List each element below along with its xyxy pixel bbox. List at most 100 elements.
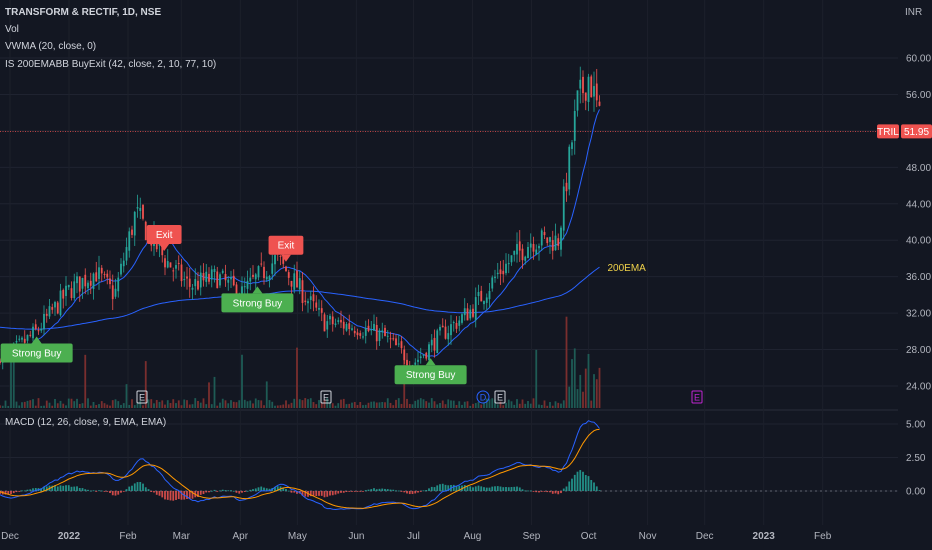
candle-body bbox=[532, 244, 535, 252]
macd-histogram-bar bbox=[78, 488, 81, 491]
macd-histogram-bar bbox=[411, 491, 414, 495]
volume-bar bbox=[331, 403, 334, 408]
macd-histogram-bar bbox=[296, 491, 298, 494]
candle-body bbox=[428, 344, 430, 361]
candle-body bbox=[397, 343, 400, 345]
macd-histogram-bar bbox=[186, 491, 188, 500]
macd-histogram-bar bbox=[7, 491, 10, 495]
volume-bar bbox=[161, 400, 164, 408]
candle-body bbox=[535, 249, 538, 255]
volume-bar bbox=[488, 399, 491, 408]
macd-histogram-bar bbox=[106, 491, 109, 492]
volume-bar bbox=[95, 404, 98, 408]
candle-body bbox=[598, 101, 601, 106]
macd-histogram-bar bbox=[65, 485, 67, 491]
macd-histogram-bar bbox=[257, 487, 260, 491]
candle-body bbox=[199, 272, 202, 288]
y-tick-label: 44.00 bbox=[906, 199, 931, 210]
volume-bar bbox=[254, 398, 257, 408]
volume-bar bbox=[0, 405, 1, 408]
volume-bar bbox=[136, 402, 139, 408]
candle-body bbox=[65, 285, 67, 296]
macd-histogram-bar bbox=[560, 491, 562, 494]
volume-bar bbox=[433, 401, 436, 408]
candle-body bbox=[342, 321, 345, 329]
volume-bar bbox=[499, 401, 502, 408]
macd-histogram-bar bbox=[205, 491, 208, 493]
volume-bar bbox=[362, 405, 364, 408]
volume-bar bbox=[370, 401, 373, 408]
candle-body bbox=[565, 182, 568, 192]
candle-body bbox=[92, 273, 95, 290]
buy-label: Strong Buy bbox=[12, 349, 61, 360]
volume-bar bbox=[491, 398, 494, 408]
volume-bar bbox=[100, 401, 103, 408]
macd-histogram-bar bbox=[378, 488, 381, 491]
volume-bar bbox=[414, 400, 417, 408]
candle-body bbox=[304, 300, 307, 302]
volume-bar bbox=[568, 386, 571, 408]
candle-body bbox=[191, 287, 194, 290]
volume-bar bbox=[463, 401, 466, 408]
x-tick-label: Jun bbox=[348, 531, 364, 542]
volume-legend[interactable]: Vol bbox=[5, 24, 19, 35]
volume-bar bbox=[257, 400, 260, 408]
volume-bar bbox=[238, 400, 241, 408]
macd-histogram-bar bbox=[29, 489, 32, 491]
candle-body bbox=[208, 273, 210, 282]
macd-histogram-bar bbox=[474, 486, 477, 491]
macd-histogram-bar bbox=[397, 490, 400, 492]
volume-bar bbox=[213, 376, 216, 408]
y-tick-label: 40.00 bbox=[906, 236, 931, 247]
macd-histogram-bar bbox=[348, 491, 351, 492]
macd-histogram-bar bbox=[100, 490, 103, 492]
volume-bar bbox=[367, 402, 370, 408]
candle-body bbox=[529, 243, 532, 248]
vwma-legend[interactable]: VWMA (20, close, 0) bbox=[5, 41, 97, 52]
candle-body bbox=[232, 275, 235, 286]
volume-bar bbox=[408, 403, 411, 408]
volume-bar bbox=[436, 404, 439, 408]
candle-body bbox=[290, 280, 293, 287]
macd-histogram-bar bbox=[227, 490, 230, 492]
candle-body bbox=[406, 359, 408, 366]
macd-histogram-bar bbox=[122, 491, 125, 492]
macd-histogram-bar bbox=[562, 488, 565, 491]
earnings-marker bbox=[320, 390, 332, 404]
macd-legend[interactable]: MACD (12, 26, close, 9, EMA, EMA) bbox=[5, 417, 167, 428]
symbol-title[interactable]: TRANSFORM & RECTIF, 1D, NSE bbox=[5, 7, 162, 18]
candle-body bbox=[582, 76, 584, 94]
earnings-marker bbox=[691, 390, 703, 404]
signal-line bbox=[0, 428, 600, 509]
macd-histogram-bar bbox=[221, 489, 224, 491]
macd-y-tick-label: 0.00 bbox=[906, 487, 926, 498]
volume-bar bbox=[496, 404, 499, 408]
candle-body bbox=[419, 356, 422, 359]
volume-bar bbox=[466, 401, 469, 408]
macd-histogram-bar bbox=[513, 486, 516, 491]
volume-bar bbox=[208, 382, 210, 408]
macd-histogram-bar bbox=[285, 488, 287, 491]
volume-bar bbox=[543, 400, 546, 408]
price-axis[interactable]: 24.00 28.00 32.00 36.00 40.00 44.00 48.00 56.00… bbox=[877, 54, 932, 498]
macd-y-tick-label: 2.50 bbox=[906, 453, 926, 464]
candle-body bbox=[109, 278, 111, 285]
macd-histogram-bar bbox=[213, 489, 216, 491]
strategy-legend[interactable]: IS 200EMABB BuyExit (42, close, 2, 10, 7… bbox=[5, 59, 217, 70]
candle-body bbox=[100, 267, 103, 274]
volume-bar bbox=[527, 401, 529, 408]
time-axis[interactable]: Dec 2022 Feb Mar Apr May Jun Jul Aug Sep Oct Nov Dec… bbox=[1, 531, 832, 542]
volume-bar bbox=[521, 399, 524, 408]
volume-bar bbox=[406, 398, 408, 408]
macd-histogram-bar bbox=[532, 491, 535, 492]
candle-body bbox=[312, 294, 315, 302]
macd-histogram-bar bbox=[208, 491, 210, 493]
candle-body bbox=[436, 330, 439, 353]
macd-histogram-bar bbox=[546, 491, 549, 493]
macd-histogram-bar bbox=[301, 491, 304, 496]
x-tick-label: 2023 bbox=[753, 531, 776, 542]
last-price-text: 51.95 bbox=[904, 127, 929, 138]
x-tick-label: Feb bbox=[814, 531, 832, 542]
macd-histogram-bar bbox=[150, 491, 153, 492]
